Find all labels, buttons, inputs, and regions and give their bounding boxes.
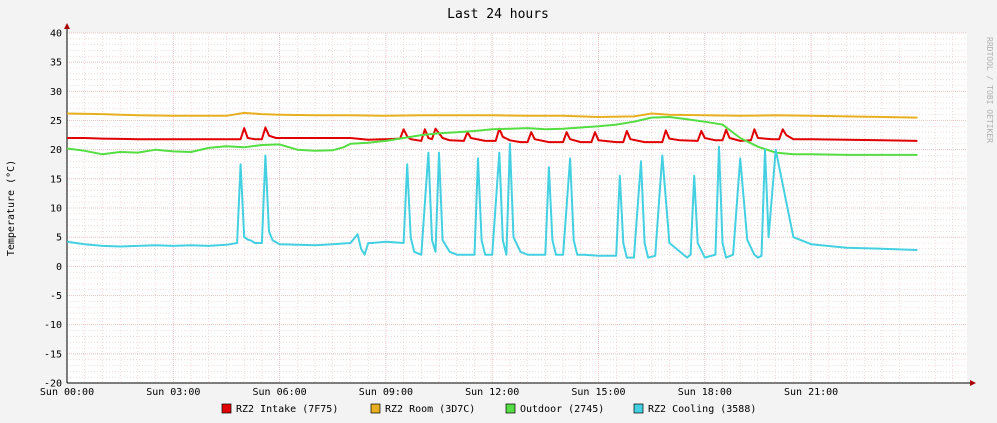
x-tick-label: Sun 06:00: [253, 387, 307, 398]
x-tick-label: Sun 09:00: [359, 387, 413, 398]
legend: RZ2 Intake (7F75) RZ2 Room (3D7C) Outdoor …: [221, 403, 756, 415]
legend-swatch: [370, 403, 381, 414]
y-tick-label: -5: [50, 291, 62, 302]
y-tick-label: 20: [50, 145, 62, 156]
x-axis-arrow: [970, 380, 976, 386]
series-line-1: [66, 111, 918, 119]
y-tick-label: 35: [50, 58, 62, 69]
series-line-2: [66, 116, 918, 156]
y-axis-arrow: [64, 23, 70, 29]
y-tick-label: -15: [44, 349, 62, 360]
rrdtool-watermark: RRDTOOL / TOBI OETIKER: [985, 37, 994, 143]
y-axis-label: Temperature (°C): [6, 160, 17, 256]
chart-title: Last 24 hours: [447, 7, 549, 22]
y-tick-label: 40: [50, 29, 62, 40]
y-tick-label: 25: [50, 116, 62, 127]
x-tick-label: Sun 18:00: [678, 387, 732, 398]
y-tick-label: 0: [56, 262, 62, 273]
y-tick-label: 5: [56, 233, 62, 244]
x-tick-label: Sun 15:00: [571, 387, 625, 398]
legend-label: RZ2 Cooling (3588): [648, 404, 756, 415]
y-tick-label: 15: [50, 174, 62, 185]
legend-swatch: [505, 403, 516, 414]
legend-label: RZ2 Intake (7F75): [236, 404, 338, 415]
legend-label: RZ2 Room (3D7C): [385, 404, 475, 415]
y-tick-label: 30: [50, 87, 62, 98]
legend-swatch: [221, 403, 232, 414]
x-tick-label: Sun 03:00: [146, 387, 200, 398]
series-line-0: [67, 126, 918, 144]
x-tick-label: Sun 12:00: [465, 387, 519, 398]
y-tick-label: 10: [50, 204, 62, 215]
legend-swatch: [633, 403, 644, 414]
y-tick-label: -10: [44, 320, 62, 331]
series-line-3: [66, 142, 918, 259]
x-tick-label: Sun 00:00: [40, 387, 94, 398]
x-tick-label: Sun 21:00: [784, 387, 838, 398]
legend-label: Outdoor (2745): [520, 404, 604, 415]
y-tick-label: -20: [44, 379, 62, 390]
